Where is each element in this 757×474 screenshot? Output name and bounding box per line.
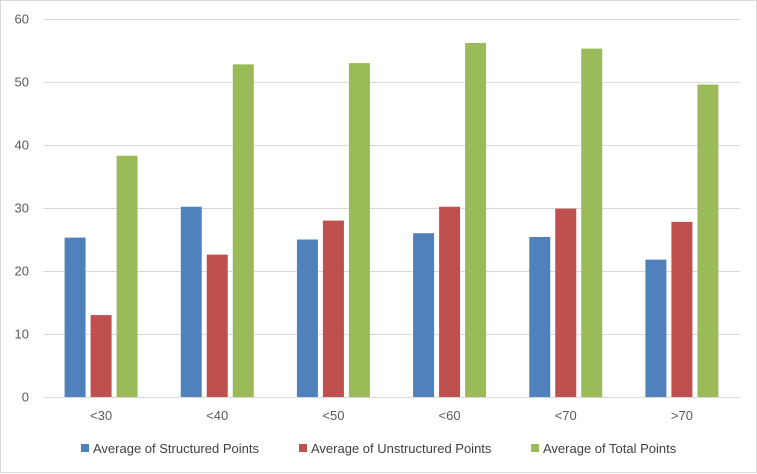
bar: [64, 237, 86, 397]
bar: [296, 239, 318, 397]
bar: [465, 42, 487, 397]
bar: [348, 63, 370, 397]
y-tick-label: 40: [15, 138, 29, 153]
bar: [232, 64, 254, 398]
bar: [206, 254, 228, 397]
bar: [116, 155, 138, 397]
x-tick-label: <50: [322, 408, 344, 423]
legend-swatch: [299, 444, 307, 452]
x-tick-label: >70: [671, 408, 693, 423]
legend-swatch: [81, 444, 89, 452]
legend-label: Average of Unstructured Points: [311, 441, 492, 456]
bar: [529, 236, 551, 397]
y-tick-label: 50: [15, 75, 29, 90]
y-tick-label: 30: [15, 201, 29, 216]
y-tick-label: 10: [15, 327, 29, 342]
bar: [671, 221, 693, 397]
y-tick-label: 0: [22, 390, 29, 405]
bar: [413, 233, 435, 397]
x-tick-label: <70: [555, 408, 577, 423]
bar: [439, 206, 461, 397]
bar: [90, 315, 112, 397]
bar: [555, 208, 577, 397]
bar: [322, 220, 344, 397]
legend-swatch: [531, 444, 539, 452]
bar: [581, 48, 603, 398]
bar: [645, 259, 667, 397]
legend-label: Average of Total Points: [543, 441, 677, 456]
bar: [180, 206, 202, 397]
x-tick-label: <40: [206, 408, 228, 423]
x-tick-label: <60: [439, 408, 461, 423]
bar: [697, 84, 719, 398]
legend-label: Average of Structured Points: [93, 441, 259, 456]
x-tick-label: <30: [90, 408, 112, 423]
y-tick-label: 20: [15, 264, 29, 279]
y-tick-label: 60: [15, 12, 29, 27]
